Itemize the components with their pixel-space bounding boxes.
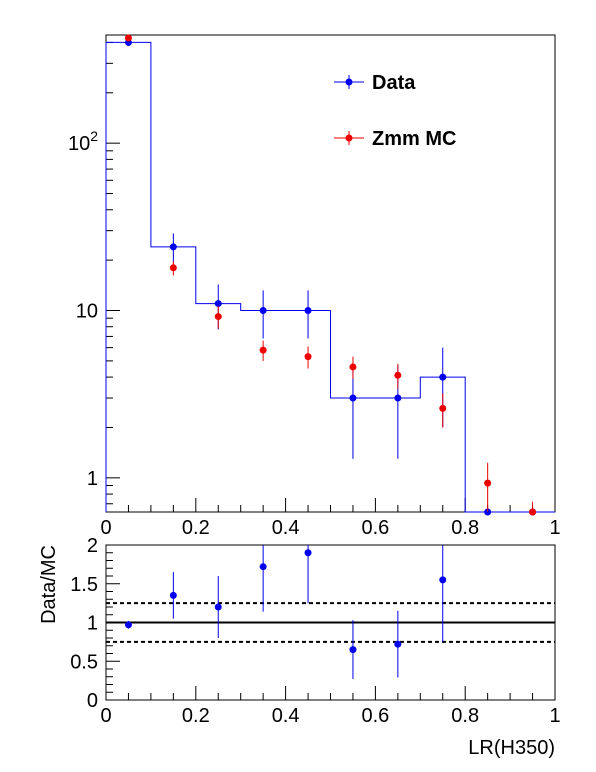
data-point	[169, 243, 177, 251]
x-tick-label: 0	[100, 517, 111, 539]
y-tick-label: 1	[87, 613, 98, 635]
data-point	[529, 508, 537, 516]
data-point	[214, 300, 222, 308]
data-point	[349, 363, 357, 371]
y-tick-label: 1	[87, 468, 98, 490]
y-tick-label: 102	[68, 128, 98, 155]
data-point	[124, 621, 132, 629]
legend-label: Zmm MC	[372, 128, 456, 150]
data-point	[124, 34, 132, 42]
legend-marker	[345, 134, 353, 142]
data-point	[304, 307, 312, 315]
y-tick-label: 0.5	[70, 651, 98, 673]
data-point	[169, 264, 177, 272]
x-tick-label: 0.2	[182, 517, 210, 539]
data-point	[259, 346, 267, 354]
data-point	[439, 576, 447, 584]
data-point	[394, 640, 402, 648]
x-tick-label: 0.6	[361, 517, 389, 539]
x-tick-label: 0.2	[182, 705, 210, 727]
x-tick-label: 0.8	[451, 705, 479, 727]
data-point	[214, 313, 222, 321]
data-point	[349, 394, 357, 402]
y-tick-label: 1.5	[70, 574, 98, 596]
y-tick-label: 0	[87, 690, 98, 712]
x-tick-label: 1	[549, 705, 560, 727]
x-tick-label: 1	[549, 517, 560, 539]
x-tick-label: 0.4	[272, 517, 300, 539]
x-axis-label: LR(H350)	[468, 737, 555, 759]
y-axis-label: Data/MC	[38, 545, 60, 624]
data-point	[439, 404, 447, 412]
legend-label: Data	[372, 72, 416, 94]
x-tick-label: 0.8	[451, 517, 479, 539]
data-point	[484, 508, 492, 516]
data-point	[259, 563, 267, 571]
x-tick-label: 0.6	[361, 705, 389, 727]
data-point	[214, 603, 222, 611]
histogram-step	[105, 41, 555, 513]
x-tick-label: 0	[100, 705, 111, 727]
data-point	[304, 353, 312, 361]
y-tick-label: 2	[87, 535, 98, 557]
legend-marker	[345, 78, 353, 86]
data-point	[349, 646, 357, 654]
data-point	[394, 394, 402, 402]
data-point	[304, 549, 312, 557]
data-point	[259, 307, 267, 315]
data-point	[484, 479, 492, 487]
data-point	[394, 371, 402, 379]
y-tick-label: 10	[76, 301, 98, 323]
data-point	[439, 373, 447, 381]
x-tick-label: 0.4	[272, 705, 300, 727]
data-point	[169, 591, 177, 599]
